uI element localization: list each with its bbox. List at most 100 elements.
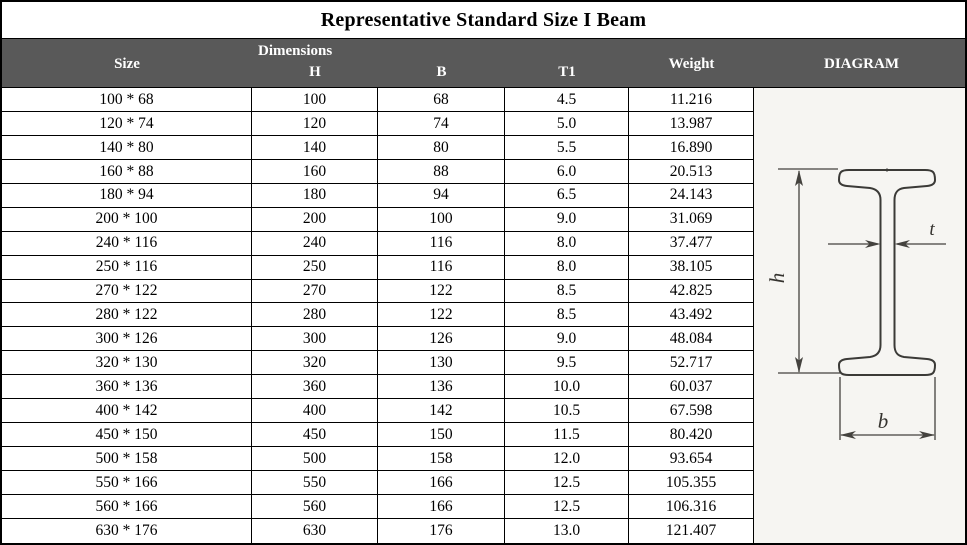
size-cell: 120 * 74 [2, 111, 252, 135]
h-cell: 140 [252, 135, 378, 159]
size-cell: 200 * 100 [2, 207, 252, 231]
weight-cell: 80.420 [629, 423, 754, 447]
h-cell: 240 [252, 231, 378, 255]
table-row: 500 * 158 500 158 12.0 93.654 [2, 447, 754, 471]
t1-cell: 9.0 [505, 327, 629, 351]
size-cell: 550 * 166 [2, 471, 252, 494]
b-cell: 150 [378, 423, 505, 447]
size-cell: 180 * 94 [2, 183, 252, 207]
table-row: 300 * 126 300 126 9.0 48.084 [2, 327, 754, 352]
table-row: 320 * 130 320 130 9.5 52.717 [2, 351, 754, 376]
b-cell: 136 [378, 375, 505, 399]
table-row: 550 * 166 550 166 12.5 105.355 [2, 471, 754, 495]
t1-cell: 5.0 [505, 111, 629, 135]
size-cell: 280 * 122 [2, 303, 252, 327]
table-row: 140 * 80 140 80 5.5 16.890 [2, 135, 754, 160]
table-row: 120 * 74 120 74 5.0 13.987 [2, 111, 754, 136]
b-cell: 126 [378, 327, 505, 351]
h-cell: 400 [252, 399, 378, 423]
size-cell: 450 * 150 [2, 423, 252, 447]
b-cell: 68 [378, 88, 505, 111]
h-cell: 360 [252, 375, 378, 399]
t1-cell: 8.0 [505, 231, 629, 255]
col-header-h: H [309, 64, 321, 80]
size-cell: 630 * 176 [2, 518, 252, 543]
col-header-b: B [436, 64, 447, 80]
table-row: 240 * 116 240 116 8.0 37.477 [2, 231, 754, 256]
h-cell: 300 [252, 327, 378, 351]
b-cell: 158 [378, 447, 505, 470]
table-row: 160 * 88 160 88 6.0 20.513 [2, 159, 754, 184]
ibeam-outline [837, 169, 937, 376]
col-header-dimensions: Dimensions [258, 43, 333, 59]
table-row: 400 * 142 400 142 10.5 67.598 [2, 399, 754, 424]
size-cell: 300 * 126 [2, 327, 252, 351]
table-row: 630 * 176 630 176 13.0 121.407 [2, 518, 754, 543]
weight-cell: 121.407 [629, 518, 754, 543]
h-cell: 550 [252, 471, 378, 494]
h-cell: 180 [252, 183, 378, 207]
table-row: 450 * 150 450 150 11.5 80.420 [2, 423, 754, 448]
b-cell: 88 [378, 159, 505, 183]
t-label: t [929, 219, 935, 240]
t1-cell: 5.5 [505, 135, 629, 159]
size-cell: 250 * 116 [2, 255, 252, 279]
b-label: b [878, 409, 889, 433]
h-cell: 250 [252, 255, 378, 279]
weight-cell: 106.316 [629, 494, 754, 518]
col-header-weight: Weight [668, 55, 715, 72]
t-dimension [828, 240, 946, 248]
b-cell: 166 [378, 494, 505, 518]
table-row: 250 * 116 250 116 8.0 38.105 [2, 255, 754, 280]
b-cell: 116 [378, 255, 505, 279]
table-row: 100 * 68 100 68 4.5 11.216 [2, 88, 754, 112]
size-cell: 500 * 158 [2, 447, 252, 470]
b-cell: 176 [378, 518, 505, 543]
table-row: 180 * 94 180 94 6.5 24.143 [2, 183, 754, 208]
weight-cell: 42.825 [629, 279, 754, 303]
table-body: 100 * 68 100 68 4.5 11.216 120 * 74 120 74 5.0 13… [2, 88, 965, 543]
t1-cell: 10.0 [505, 375, 629, 399]
t1-cell: 6.0 [505, 159, 629, 183]
t1-cell: 11.5 [505, 423, 629, 447]
h-cell: 200 [252, 207, 378, 231]
h-cell: 560 [252, 494, 378, 518]
size-cell: 400 * 142 [2, 399, 252, 423]
h-dimension [778, 168, 840, 374]
h-cell: 270 [252, 279, 378, 303]
ibeam-diagram: h t b [754, 88, 965, 543]
size-cell: 560 * 166 [2, 494, 252, 518]
size-cell: 140 * 80 [2, 135, 252, 159]
weight-cell: 52.717 [629, 351, 754, 375]
h-cell: 100 [252, 88, 378, 111]
col-header-size: Size [114, 55, 140, 72]
b-cell: 74 [378, 111, 505, 135]
table-rows: 100 * 68 100 68 4.5 11.216 120 * 74 120 74 5.0 13… [2, 88, 754, 543]
size-cell: 270 * 122 [2, 279, 252, 303]
table-row: 560 * 166 560 166 12.5 106.316 [2, 494, 754, 519]
weight-cell: 11.216 [629, 88, 754, 111]
b-cell: 122 [378, 279, 505, 303]
b-cell: 130 [378, 351, 505, 375]
weight-cell: 43.492 [629, 303, 754, 327]
dimension-subheaders: H B T1 [252, 64, 629, 89]
h-cell: 500 [252, 447, 378, 470]
col-header-t1: T1 [558, 64, 576, 80]
b-dimension [839, 377, 936, 440]
t1-cell: 12.5 [505, 494, 629, 518]
b-cell: 94 [378, 183, 505, 207]
t1-cell: 4.5 [505, 88, 629, 111]
weight-cell: 37.477 [629, 231, 754, 255]
t1-cell: 12.0 [505, 447, 629, 470]
b-cell: 142 [378, 399, 505, 423]
table-row: 360 * 136 360 136 10.0 60.037 [2, 375, 754, 400]
h-label: h [765, 273, 789, 284]
h-cell: 450 [252, 423, 378, 447]
weight-cell: 38.105 [629, 255, 754, 279]
b-cell: 100 [378, 207, 505, 231]
weight-cell: 13.987 [629, 111, 754, 135]
t1-cell: 8.5 [505, 303, 629, 327]
t1-cell: 12.5 [505, 471, 629, 494]
b-cell: 116 [378, 231, 505, 255]
t1-cell: 8.5 [505, 279, 629, 303]
